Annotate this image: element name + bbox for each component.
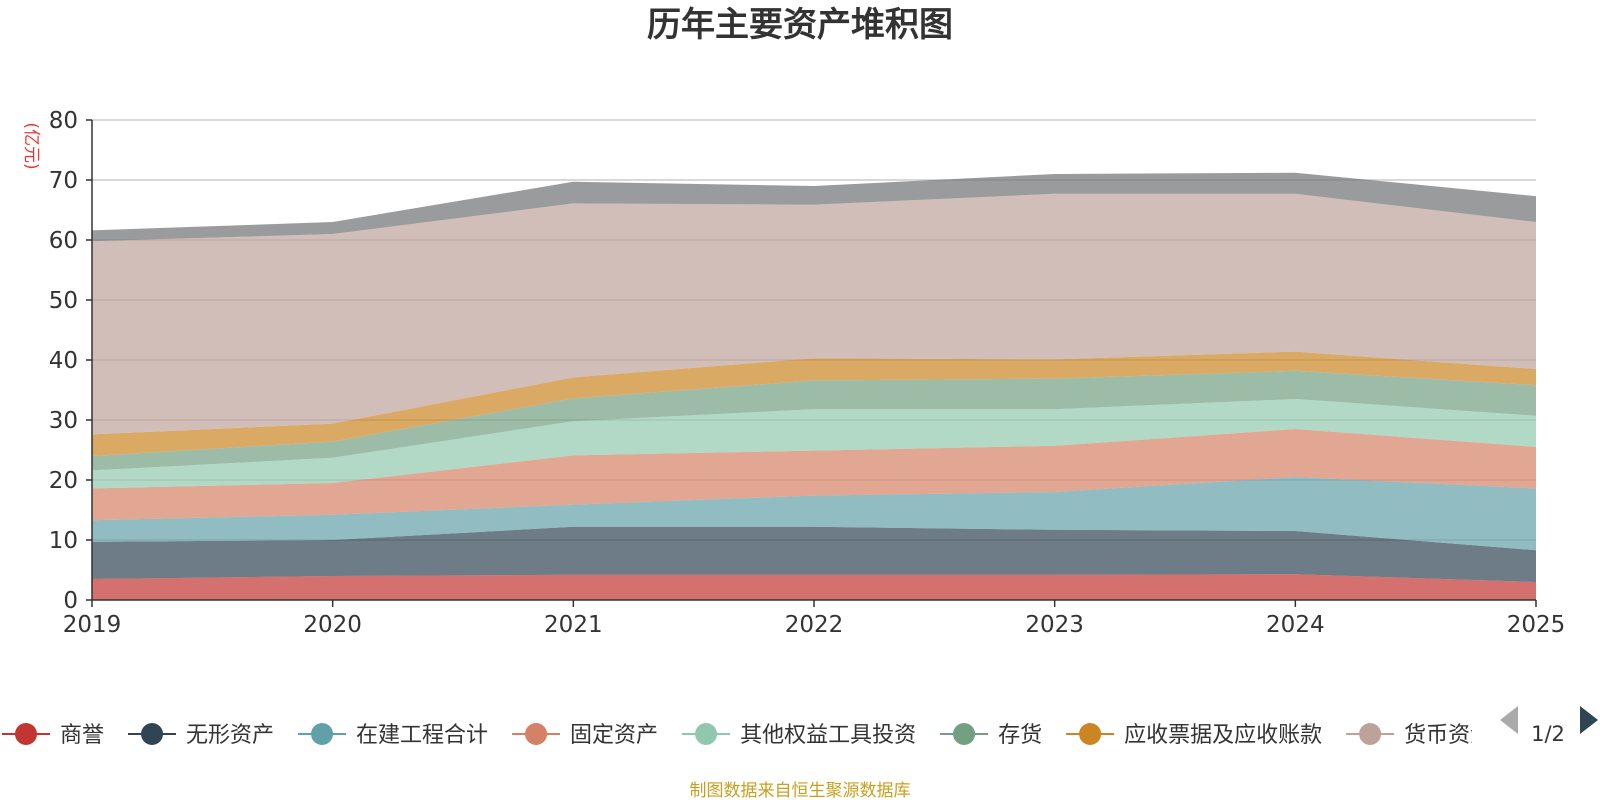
legend-item-5[interactable]: 存货: [940, 723, 1042, 748]
legend-marker-2: [311, 723, 334, 745]
legend-item-3[interactable]: 固定资产: [512, 723, 658, 748]
x-tick-label-2020: 2020: [303, 612, 362, 638]
legend-page-indicator: 1/2: [1531, 722, 1565, 746]
legend-item-4[interactable]: 其他权益工具投资: [682, 723, 916, 748]
legend-item-7[interactable]: 货币资金: [1346, 723, 1492, 748]
legend-label-2: 在建工程合计: [356, 723, 488, 748]
x-tick-label-2023: 2023: [1025, 612, 1084, 638]
area-series-1[interactable]: [92, 526, 1536, 582]
legend-prev-icon[interactable]: [1500, 706, 1518, 734]
legend-marker-4: [695, 723, 718, 745]
y-axis-unit-label: (亿元): [21, 122, 41, 169]
legend-item-1[interactable]: 无形资产: [128, 723, 274, 748]
x-tick-label-2021: 2021: [544, 612, 603, 638]
legend-marker-5: [953, 723, 976, 745]
legend-marker-0: [15, 723, 37, 745]
legend-label-7: 货币资金: [1404, 723, 1492, 748]
axes: 0 10 20 30 40 50 60 70 80 2019 2020 2021 2022 2023 202…: [49, 108, 1566, 638]
legend-marker-7: [1359, 723, 1382, 745]
y-tick-label-30: 30: [49, 408, 78, 434]
legend-label-0: 商誉: [60, 723, 104, 748]
y-tick-label-40: 40: [49, 348, 78, 374]
area-series-5[interactable]: [92, 370, 1536, 471]
x-tick-label-2025: 2025: [1507, 612, 1566, 638]
legend-marker-1: [141, 723, 164, 745]
legend-label-4: 其他权益工具投资: [740, 723, 916, 748]
area-series-4[interactable]: [92, 399, 1536, 489]
data-source-note: 制图数据来自恒生聚源数据库: [690, 781, 911, 800]
legend-label-5: 存货: [998, 723, 1042, 748]
y-tick-label-10: 10: [49, 528, 78, 554]
legend-marker-6: [1079, 723, 1102, 745]
legend-next-icon[interactable]: [1580, 706, 1598, 734]
legend-label-1: 无形资产: [186, 723, 274, 748]
legend: 商誉 无形资产 在建工程合计 固定资产 其他权益工具投资 存货 应收票据及应收账款 货币资金: [2, 723, 1492, 748]
area-series-8[interactable]: [92, 172, 1536, 242]
x-tick-label-2019: 2019: [63, 612, 122, 638]
area-series-6[interactable]: [92, 351, 1536, 456]
area-series-2[interactable]: [92, 477, 1536, 551]
area-series-7[interactable]: [92, 193, 1536, 435]
chart-title: 历年主要资产堆积图: [647, 5, 953, 45]
legend-label-6: 应收票据及应收账款: [1124, 723, 1322, 748]
y-tick-label-0: 0: [63, 588, 78, 614]
legend-item-0[interactable]: 商誉: [2, 723, 104, 748]
x-tick-label-2022: 2022: [785, 612, 844, 638]
legend-marker-3: [525, 723, 548, 745]
legend-label-3: 固定资产: [570, 723, 658, 748]
legend-item-6[interactable]: 应收票据及应收账款: [1066, 723, 1322, 748]
y-tick-label-80: 80: [49, 108, 78, 134]
x-tick-label-2024: 2024: [1266, 612, 1325, 638]
legend-item-2[interactable]: 在建工程合计: [298, 723, 488, 748]
y-tick-label-70: 70: [49, 168, 78, 194]
area-series-0[interactable]: [92, 574, 1536, 600]
y-tick-label-50: 50: [49, 288, 78, 314]
legend-pager: 1/2: [1500, 706, 1598, 746]
area-series-3[interactable]: [92, 429, 1536, 521]
legend-items: 商誉 无形资产 在建工程合计 固定资产 其他权益工具投资 存货 应收票据及应收账款 货币资金: [2, 723, 1492, 748]
y-tick-label-20: 20: [49, 468, 78, 494]
area-series-layer: [92, 172, 1536, 600]
y-tick-label-60: 60: [49, 228, 78, 254]
